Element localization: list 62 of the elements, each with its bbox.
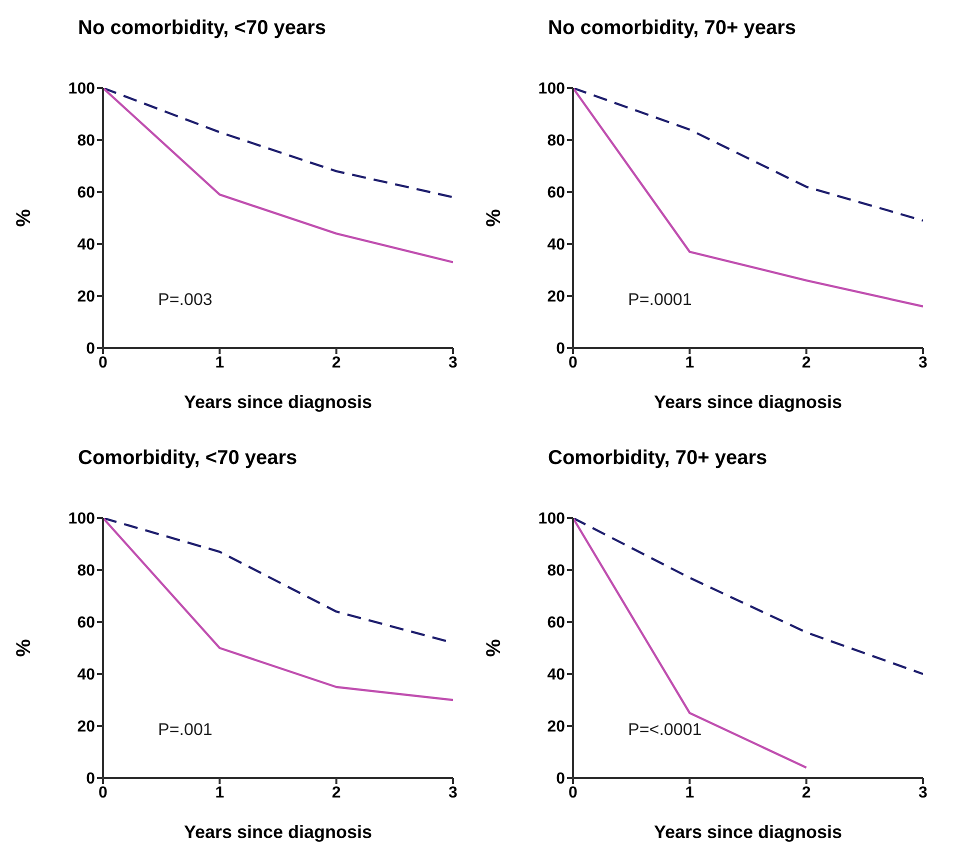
x-tick-label: 0 [98,354,108,372]
annotation: P=.0001 [628,290,692,310]
chart-title: Comorbidity, 70+ years [547,446,768,471]
x-tick-label: 1 [215,354,224,372]
y-tick-label: 100 [538,510,566,528]
y-tick-label: 40 [547,236,566,254]
x-tick-label: 3 [448,784,458,802]
chart-title: No comorbidity, 70+ years [547,16,798,41]
chart-title: Comorbidity, <70 years [77,446,298,471]
y-tick-label: 40 [547,666,566,684]
y-tick-label: 60 [77,614,96,632]
y-tick-label: 0 [86,770,96,788]
y-tick-label: 80 [77,562,96,580]
y-tick-label: 100 [68,510,96,528]
y-tick-label: 80 [547,132,566,150]
x-tick-label: 0 [98,784,108,802]
x-tick-label: 1 [685,354,694,372]
y-axis-title: % [483,638,506,657]
x-tick-label: 3 [918,784,928,802]
y-tick-label: 20 [547,718,566,736]
y-tick-label: 80 [547,562,566,580]
x-tick-label: 0 [568,784,578,802]
line-series [573,88,923,308]
y-tick-label: 40 [77,666,96,684]
line-series [103,88,453,198]
y-tick-label: 0 [556,340,566,358]
x-tick-label: 1 [215,784,224,802]
x-tick-label: 2 [802,354,811,372]
y-tick-label: 0 [86,340,96,358]
y-tick-label: 80 [77,132,96,150]
y-tick-label: 0 [556,770,566,788]
y-tick-label: 40 [77,236,96,254]
x-tick-label: 1 [685,784,694,802]
x-axis-title: Years since diagnosis [184,822,372,842]
y-tick-label: 100 [538,80,566,98]
y-tick-label: 20 [77,288,96,306]
y-axis-title: % [13,208,36,227]
y-tick-label: 20 [547,288,566,306]
y-axis-title: % [483,208,506,227]
y-tick-label: 60 [77,184,96,202]
y-tick-label: 20 [77,718,96,736]
annotation: P=<.0001 [628,720,702,740]
y-tick-label: 60 [547,184,566,202]
x-tick-label: 0 [568,354,578,372]
y-tick-label: 100 [68,80,96,98]
line-series [573,88,923,222]
annotation: P=.001 [158,720,212,740]
line-series [103,88,453,264]
x-tick-label: 2 [332,354,341,372]
x-axis-title: Years since diagnosis [654,392,842,412]
x-tick-label: 3 [918,354,928,372]
y-axis-title: % [13,638,36,657]
line-series [103,518,453,702]
x-tick-label: 2 [332,784,341,802]
y-tick-label: 60 [547,614,566,632]
x-axis-title: Years since diagnosis [184,392,372,412]
x-tick-label: 3 [448,354,458,372]
annotation: P=.003 [158,290,212,310]
x-axis-title: Years since diagnosis [654,822,842,842]
line-series [573,518,923,676]
chart-title: No comorbidity, <70 years [77,16,328,41]
x-tick-label: 2 [802,784,811,802]
